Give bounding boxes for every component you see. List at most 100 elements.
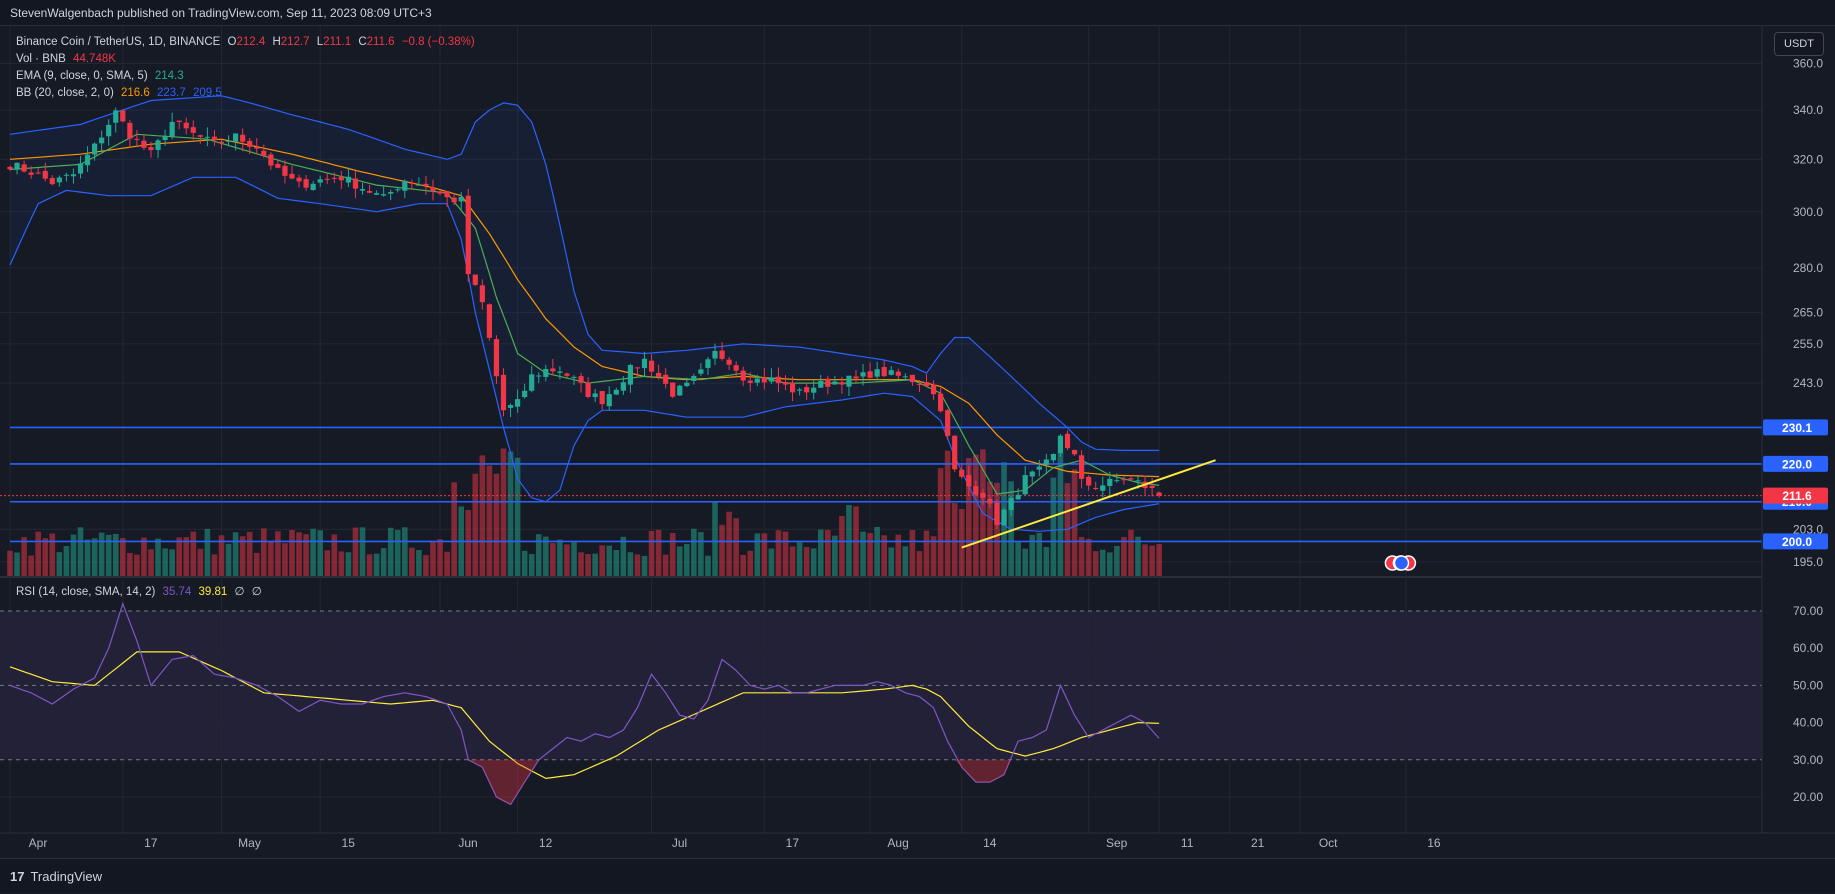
- legend-bb-row[interactable]: BB (20, close, 2, 0) 216.6 223.7 209.5: [16, 85, 475, 102]
- volume-bar: [239, 536, 246, 576]
- volume-bar: [345, 552, 352, 576]
- price-tick-label: 300.0: [1793, 205, 1823, 219]
- volume-bar: [507, 451, 514, 576]
- volume-bar: [585, 554, 591, 576]
- candle-body: [670, 382, 676, 397]
- volume-bar: [1156, 544, 1162, 576]
- level-badge[interactable]: [1763, 419, 1828, 436]
- candle-body: [888, 370, 894, 375]
- candle-body: [493, 339, 500, 377]
- volume-bar: [225, 543, 232, 576]
- volume-bar: [832, 535, 838, 576]
- level-badge-label: 230.1: [1782, 421, 1812, 435]
- volume-bar: [373, 553, 380, 576]
- volume-bar: [1071, 469, 1078, 576]
- legend-l-label: L: [316, 36, 324, 48]
- time-tick-label: Aug: [887, 836, 908, 850]
- candle-body: [740, 370, 746, 381]
- volume-bar: [768, 548, 775, 576]
- volume-bar: [465, 509, 472, 576]
- price-chart[interactable]: 360.0 340.0 320.0 300.0 280.0 265.0 255.0 243.0…: [0, 26, 1835, 858]
- candle-body: [557, 371, 563, 373]
- brand-name[interactable]: TradingView: [30, 869, 103, 884]
- volume-bar: [860, 531, 866, 576]
- event-markers[interactable]: [1384, 555, 1417, 571]
- candle-body: [1071, 449, 1078, 455]
- candle-body: [1107, 478, 1113, 486]
- volume-bar: [155, 538, 161, 576]
- candle-body: [1008, 497, 1014, 511]
- rsi-line: [9, 601, 1160, 806]
- candle-body: [606, 394, 612, 407]
- candle-body: [846, 375, 852, 387]
- time-tick-label: 16: [1427, 836, 1441, 850]
- candle-body: [797, 389, 803, 391]
- candle-body: [254, 147, 260, 149]
- legend-close: 211.6: [366, 36, 395, 48]
- candle-body: [148, 147, 154, 151]
- level-badge[interactable]: [1763, 533, 1828, 550]
- candle-body: [1128, 478, 1134, 480]
- published-text: StevenWalgenbach published on TradingVie…: [10, 6, 432, 20]
- legend-vol-value: 44.748K: [73, 53, 116, 65]
- volume-bar: [253, 552, 260, 576]
- legend-symbol[interactable]: Binance Coin / TetherUS, 1D, BINANCE: [16, 36, 221, 48]
- volume-bar: [134, 554, 140, 576]
- candle-body: [853, 376, 859, 379]
- candle-body: [338, 176, 344, 181]
- candle-body: [1050, 453, 1056, 461]
- candle-body: [247, 140, 253, 147]
- volume-bar: [1128, 529, 1134, 576]
- volume-bar: [211, 554, 218, 576]
- volume-bar: [564, 544, 570, 576]
- volume-bar: [331, 534, 338, 576]
- legend-open: 212.4: [236, 36, 266, 48]
- candle-body: [726, 359, 732, 365]
- candle-body: [1001, 509, 1007, 526]
- volume-bar: [472, 473, 479, 576]
- candle-body: [782, 382, 789, 385]
- candle-body: [818, 380, 824, 388]
- rsi-na-2: ∅: [251, 586, 262, 598]
- volume-bar: [169, 549, 175, 576]
- us-flag-icon[interactable]: [1393, 555, 1410, 571]
- volume-bar: [613, 549, 620, 576]
- volume-bar: [437, 539, 443, 576]
- candle-body: [867, 371, 873, 378]
- candle-body: [430, 187, 436, 192]
- volume-bar: [7, 550, 13, 576]
- volume-bar: [380, 548, 387, 576]
- volume-bar: [127, 552, 133, 576]
- volume-bar: [775, 530, 782, 576]
- volume-bars: [7, 448, 1162, 576]
- candle-body: [1057, 435, 1064, 454]
- level-badge[interactable]: [1763, 455, 1828, 472]
- candle-body: [522, 390, 528, 398]
- candle-body: [1036, 466, 1042, 470]
- support-trendline[interactable]: [961, 459, 1216, 549]
- volume-bar: [338, 551, 345, 576]
- legend-ema-row[interactable]: EMA (9, close, 0, SMA, 5) 214.3: [16, 68, 475, 85]
- candle-body: [120, 110, 126, 122]
- volume-bar: [951, 503, 958, 576]
- volume-bar: [1036, 532, 1043, 576]
- volume-bar: [105, 534, 112, 576]
- bb-basis-line: [9, 138, 1160, 478]
- bb-band-fill: [10, 95, 1160, 532]
- volume-bar: [91, 538, 98, 576]
- volume-bar: [486, 465, 493, 576]
- trendline[interactable]: [961, 459, 1216, 549]
- bb-fill: [10, 95, 1160, 532]
- rsi-oversold-fill: [461, 759, 546, 805]
- candle-body: [303, 179, 309, 188]
- rsi-legend[interactable]: RSI (14, close, SMA, 14, 2) 35.74 39.81 …: [16, 584, 262, 598]
- tradingview-logo-icon[interactable]: 17: [10, 869, 25, 884]
- candle-body: [14, 162, 20, 170]
- published-header: StevenWalgenbach published on TradingVie…: [0, 0, 1835, 26]
- volume-bar: [881, 535, 887, 576]
- candle-body: [613, 389, 619, 395]
- legend-volume-row[interactable]: Vol · BNB 44.748K: [16, 51, 475, 68]
- candle-body: [127, 122, 133, 139]
- volume-bar: [261, 528, 267, 576]
- currency-button[interactable]: USDT: [1774, 32, 1824, 56]
